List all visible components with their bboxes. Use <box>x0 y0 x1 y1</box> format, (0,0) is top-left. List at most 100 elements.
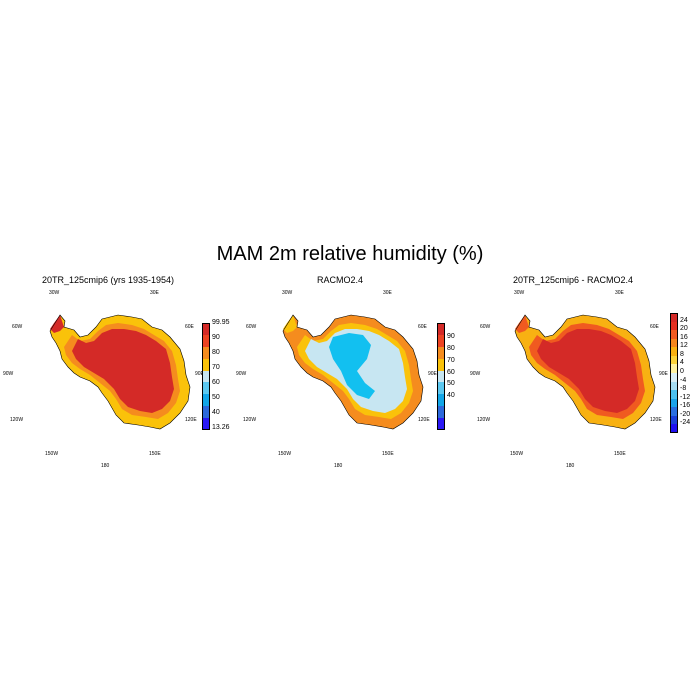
lon-label-120W: 120W <box>243 417 257 423</box>
colorbar-tick-label: 8 <box>680 350 684 358</box>
lon-label-150W: 150W <box>278 451 292 457</box>
colorbar-segment <box>670 424 678 434</box>
colorbar-segment <box>437 418 445 431</box>
colorbar-segment <box>437 334 445 348</box>
lon-label-150W: 150W <box>45 451 59 457</box>
colorbar <box>437 323 445 431</box>
lon-label-180: 180 <box>566 463 575 469</box>
colorbar-tick-label: 70 <box>447 356 455 364</box>
colorbar-segment <box>202 370 210 383</box>
map-region-peninsula <box>283 315 297 333</box>
map-region-interior <box>537 329 639 413</box>
map-field <box>282 314 424 430</box>
colorbar-tick-label: 60 <box>212 379 220 387</box>
map-field <box>49 314 191 430</box>
antarctica-map <box>282 314 424 430</box>
coastline <box>49 314 191 430</box>
lon-label-30E: 30E <box>383 290 392 296</box>
lon-label-150E: 150E <box>614 451 626 457</box>
lon-label-120E: 120E <box>418 417 430 423</box>
colorbar-segment <box>202 394 210 407</box>
colorbar-tick-label: 50 <box>447 380 455 388</box>
lon-label-120W: 120W <box>10 417 24 423</box>
figure-title: MAM 2m relative humidity (%) <box>216 243 484 265</box>
panel-title: 20TR_125cmip6 - RACMO2.4 <box>512 275 634 285</box>
colorbar-tick-label: -8 <box>680 385 687 393</box>
coastline <box>514 314 656 430</box>
colorbar-segment <box>202 382 210 395</box>
lon-label-60E: 60E <box>185 324 194 330</box>
lon-label-60E: 60E <box>650 324 659 330</box>
colorbar-segment <box>670 373 678 383</box>
colorbar-tick-label: 40 <box>447 392 455 400</box>
lon-label-150W: 150W <box>510 451 524 457</box>
colorbar-segment <box>670 347 678 357</box>
colorbar <box>670 313 678 434</box>
colorbar-tick-label: 80 <box>212 349 220 357</box>
lon-label-90W: 90W <box>3 371 14 377</box>
colorbar-segment <box>202 323 210 336</box>
colorbar-tick-label: 24 <box>680 316 688 324</box>
colorbar-segment <box>202 334 210 348</box>
colorbar-segment <box>202 358 210 372</box>
colorbar-segment <box>670 407 678 417</box>
colorbar-tick-label: 16 <box>680 333 688 341</box>
colorbar-segment <box>437 323 445 336</box>
colorbar-tick-label: 13.26 <box>212 424 230 432</box>
colorbar-segment <box>670 321 678 331</box>
colorbar-tick-label: -4 <box>680 376 687 384</box>
colorbar-tick-label: 0 <box>680 368 684 375</box>
lon-label-150E: 150E <box>382 451 394 457</box>
lon-label-60E: 60E <box>418 324 427 330</box>
colorbar-segment <box>202 418 210 431</box>
lon-label-90E: 90E <box>659 371 668 377</box>
colorbar-segment <box>670 415 678 425</box>
lon-label-30W: 30W <box>514 290 525 296</box>
colorbar-segment <box>670 338 678 348</box>
panel-title: 20TR_125cmip6 (yrs 1935-1954) <box>41 275 175 285</box>
colorbar-tick-label: -16 <box>680 402 691 410</box>
colorbar <box>202 323 210 431</box>
colorbar-tick-label: 90 <box>212 334 220 342</box>
panel-model: 20TR_125cmip6 (yrs 1935-1954) 30W 30E 60… <box>3 275 253 475</box>
map-region-peninsula <box>50 315 64 333</box>
map-region-peninsula <box>515 315 529 333</box>
lon-label-30W: 30W <box>49 290 60 296</box>
colorbar-tick-label: 60 <box>447 368 455 376</box>
colorbar-tick-label: 50 <box>212 394 220 402</box>
lon-label-90E: 90E <box>195 371 204 377</box>
map-region-dry-core <box>329 333 375 399</box>
colorbar-tick-label: 99.95 <box>212 319 230 326</box>
lon-label-180: 180 <box>334 463 343 469</box>
colorbar-segment <box>202 346 210 360</box>
antarctica-map <box>514 314 656 430</box>
colorbar-segment <box>437 370 445 383</box>
lon-label-120W: 120W <box>477 417 491 423</box>
colorbar-segment <box>670 355 678 365</box>
colorbar-tick-label: 12 <box>680 342 688 350</box>
coastline <box>282 314 424 430</box>
colorbar-tick-label: -12 <box>680 393 691 401</box>
panel-racmo: RACMO2.4 30W 30E 60W 60E 90W 90E 120W 12… <box>236 275 486 475</box>
colorbar-segment <box>670 330 678 340</box>
colorbar-segment <box>670 313 678 323</box>
lon-label-180: 180 <box>101 463 110 469</box>
colorbar-tick-label: 40 <box>212 409 220 417</box>
colorbar-segment <box>202 406 210 419</box>
colorbar-segment <box>437 394 445 407</box>
panel-difference: 20TR_125cmip6 - RACMO2.4 30W 30E 60W 60E… <box>470 275 700 475</box>
colorbar-segment <box>437 382 445 395</box>
map-region-interior <box>72 329 174 413</box>
colorbar-segment <box>437 358 445 372</box>
colorbar-segment <box>437 346 445 360</box>
colorbar-segment <box>670 381 678 391</box>
lon-label-150E: 150E <box>149 451 161 457</box>
colorbar-tick-label: 4 <box>680 359 684 367</box>
lon-label-30E: 30E <box>615 290 624 296</box>
lon-label-90W: 90W <box>236 371 247 377</box>
colorbar-tick-label: 20 <box>680 325 688 333</box>
colorbar-segment <box>670 390 678 400</box>
lon-label-90W: 90W <box>470 371 481 377</box>
colorbar-segment <box>670 398 678 408</box>
lon-label-120E: 120E <box>650 417 662 423</box>
